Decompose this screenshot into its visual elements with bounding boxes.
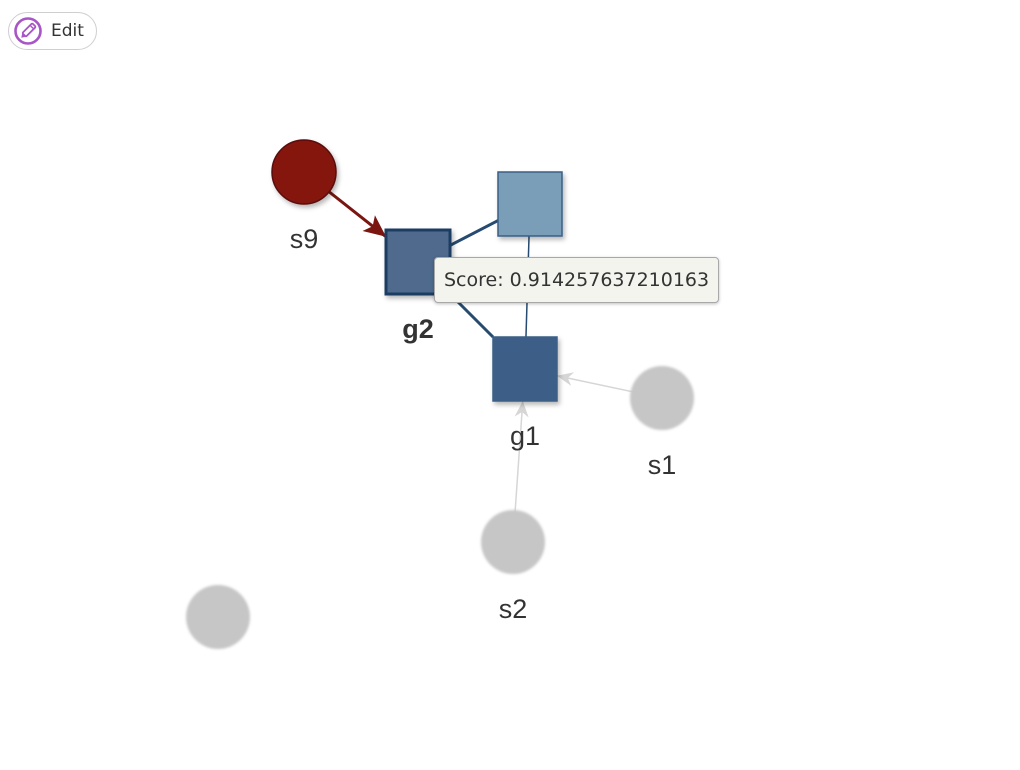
node-label-s9: s9 xyxy=(290,224,319,254)
node-s9[interactable]: s9 xyxy=(271,139,337,254)
node-label-g1: g1 xyxy=(510,421,540,451)
node-circle xyxy=(630,366,694,430)
node-s2[interactable]: s2 xyxy=(481,510,545,624)
edit-button[interactable]: Edit xyxy=(8,12,97,50)
node-circle xyxy=(271,139,337,205)
arrowhead xyxy=(514,401,529,418)
node-square xyxy=(492,336,558,402)
node-s1[interactable]: s1 xyxy=(630,366,694,480)
edges-layer xyxy=(303,170,663,543)
node-g1[interactable]: g1 xyxy=(492,336,558,451)
node-s3[interactable] xyxy=(186,585,250,649)
arrowhead xyxy=(557,372,575,386)
node-circle xyxy=(481,510,545,574)
node-label-s2: s2 xyxy=(499,594,528,624)
nodes-layer: s9 g2 g1 s1 s2 xyxy=(186,139,694,649)
node-g3[interactable] xyxy=(497,171,563,237)
pencil-icon xyxy=(14,17,42,45)
arrowhead xyxy=(362,215,386,237)
node-label-s1: s1 xyxy=(648,450,677,480)
score-tooltip: Score: 0.914257637210163 xyxy=(434,257,720,303)
node-square xyxy=(497,171,563,237)
edit-label: Edit xyxy=(51,21,84,41)
node-circle xyxy=(186,585,250,649)
node-label-g2: g2 xyxy=(402,314,434,344)
